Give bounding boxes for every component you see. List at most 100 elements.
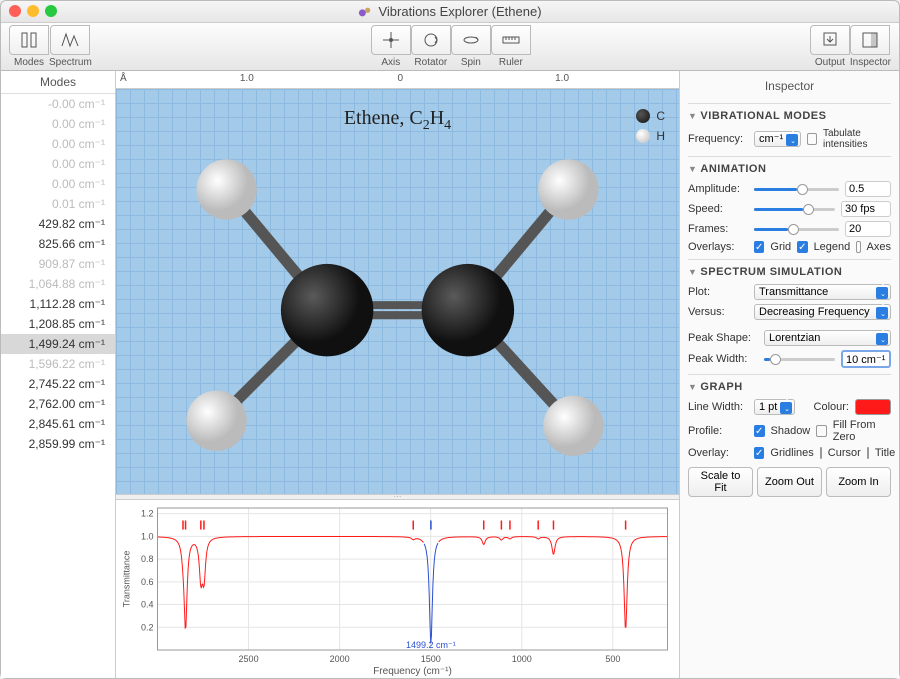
axis-button-label: Axis [381, 57, 400, 68]
overlays-label: Overlays: [688, 241, 748, 253]
titlebar: Vibrations Explorer (Ethene) [1, 1, 899, 23]
minimize-icon[interactable] [27, 5, 39, 17]
shadow-checkbox[interactable]: ✓ [754, 425, 765, 437]
plot-select[interactable]: Transmittance [754, 284, 891, 300]
mode-item[interactable]: 0.01 cm⁻¹ [1, 194, 115, 214]
section-spectrum-simulation[interactable]: SPECTRUM SIMULATION [688, 259, 891, 282]
rotator-button[interactable] [411, 25, 451, 55]
mode-item[interactable]: 1,499.24 cm⁻¹ [1, 334, 115, 354]
svg-text:1.0: 1.0 [141, 531, 154, 541]
tabulate-label: Tabulate intensities [823, 128, 891, 150]
speed-input[interactable] [841, 201, 891, 217]
ruler-horizontal: Å 1.001.0 [116, 71, 679, 89]
mode-item[interactable]: 1,596.22 cm⁻¹ [1, 354, 115, 374]
axes-checkbox[interactable] [856, 241, 860, 253]
atom-h [543, 396, 603, 456]
rotator-icon [421, 30, 441, 50]
section-animation[interactable]: ANIMATION [688, 156, 891, 179]
amplitude-slider[interactable] [754, 188, 839, 191]
versus-select[interactable]: Decreasing Frequency [754, 304, 891, 320]
mode-item[interactable]: 0.00 cm⁻¹ [1, 154, 115, 174]
zoom-out-button[interactable]: Zoom Out [757, 467, 822, 497]
inspector-button[interactable] [850, 25, 890, 55]
fill-checkbox[interactable] [816, 425, 827, 437]
output-icon [820, 30, 840, 50]
line-width-label: Line Width: [688, 401, 748, 413]
axis-button[interactable] [371, 25, 411, 55]
spectrum-panel: 0.20.40.60.81.01.25001000150020002500149… [116, 500, 679, 678]
legend-swatch [636, 129, 650, 143]
peak-width-input[interactable] [841, 350, 891, 368]
inspector-button-label: Inspector [850, 57, 891, 68]
mode-item[interactable]: 0.00 cm⁻¹ [1, 174, 115, 194]
mode-item[interactable]: 2,762.00 cm⁻¹ [1, 394, 115, 414]
mode-item[interactable]: 825.66 cm⁻¹ [1, 234, 115, 254]
colour-swatch[interactable] [855, 399, 891, 415]
modes-icon [19, 30, 39, 50]
plot-label: Plot: [688, 286, 748, 298]
viewport[interactable]: Ethene, C2H4 CH [116, 89, 679, 494]
ruler-tick: 1.0 [555, 73, 569, 84]
axis-icon [381, 30, 401, 50]
mode-item[interactable]: -0.00 cm⁻¹ [1, 94, 115, 114]
toolbar: ModesSpectrum AxisRotatorSpinRuler Outpu… [1, 23, 899, 71]
frequency-unit-select[interactable]: cm⁻¹ [754, 131, 801, 147]
spin-button[interactable] [451, 25, 491, 55]
gridlines-checkbox[interactable]: ✓ [754, 447, 764, 459]
inspector-title: Inspector [688, 77, 891, 99]
spectrum-chart[interactable]: 0.20.40.60.81.01.25001000150020002500149… [116, 500, 679, 678]
spectrum-button[interactable] [50, 25, 90, 55]
mode-item[interactable]: 2,845.61 cm⁻¹ [1, 414, 115, 434]
grid-checkbox[interactable]: ✓ [754, 241, 764, 253]
scale-to-fit-button[interactable]: Scale to Fit [688, 467, 753, 497]
zoom-in-button[interactable]: Zoom In [826, 467, 891, 497]
cursor-checkbox[interactable] [820, 447, 822, 459]
legend-checkbox[interactable]: ✓ [797, 241, 807, 253]
modes-header: Modes [1, 71, 115, 94]
window-title: Vibrations Explorer (Ethene) [378, 4, 541, 19]
output-button[interactable] [810, 25, 850, 55]
frequency-label: Frequency: [688, 133, 748, 145]
colour-label: Colour: [814, 401, 849, 413]
amplitude-label: Amplitude: [688, 183, 748, 195]
svg-text:500: 500 [605, 654, 620, 664]
svg-text:0.6: 0.6 [141, 577, 154, 587]
atom-c [422, 264, 514, 356]
modes-button[interactable] [9, 25, 49, 55]
legend-label: C [656, 109, 665, 123]
amplitude-input[interactable] [845, 181, 891, 197]
mode-item[interactable]: 1,112.28 cm⁻¹ [1, 294, 115, 314]
mode-item[interactable]: 909.87 cm⁻¹ [1, 254, 115, 274]
line-width-select[interactable]: 1 pt [754, 399, 795, 415]
overlay-label: Overlay: [688, 447, 748, 459]
tabulate-checkbox[interactable] [807, 133, 817, 145]
frames-input[interactable] [845, 221, 891, 237]
section-vibrational-modes[interactable]: VIBRATIONAL MODES [688, 103, 891, 126]
frames-slider[interactable] [754, 228, 839, 231]
legend-label: H [656, 129, 665, 143]
mode-item[interactable]: 0.00 cm⁻¹ [1, 134, 115, 154]
speed-label: Speed: [688, 203, 748, 215]
zoom-icon[interactable] [45, 5, 57, 17]
spin-icon [461, 30, 481, 50]
svg-text:Frequency (cm⁻¹): Frequency (cm⁻¹) [373, 666, 452, 677]
close-icon[interactable] [9, 5, 21, 17]
peak-shape-select[interactable]: Lorentzian [764, 330, 891, 346]
speed-slider[interactable] [754, 208, 835, 211]
mode-item[interactable]: 1,208.85 cm⁻¹ [1, 314, 115, 334]
peak-width-slider[interactable] [764, 358, 835, 361]
mode-item[interactable]: 0.00 cm⁻¹ [1, 114, 115, 134]
mode-item[interactable]: 2,745.22 cm⁻¹ [1, 374, 115, 394]
svg-text:1000: 1000 [512, 654, 532, 664]
mode-item[interactable]: 429.82 cm⁻¹ [1, 214, 115, 234]
inspector-icon [860, 30, 880, 50]
mode-item[interactable]: 2,859.99 cm⁻¹ [1, 434, 115, 454]
svg-text:1499.2 cm⁻¹: 1499.2 cm⁻¹ [406, 640, 456, 650]
section-graph[interactable]: GRAPH [688, 374, 891, 397]
mode-item[interactable]: 1,064.88 cm⁻¹ [1, 274, 115, 294]
svg-text:2500: 2500 [239, 654, 259, 664]
title-checkbox[interactable] [867, 447, 869, 459]
molecule-canvas [116, 89, 679, 491]
ruler-button[interactable] [491, 25, 531, 55]
atom-h [186, 391, 246, 451]
